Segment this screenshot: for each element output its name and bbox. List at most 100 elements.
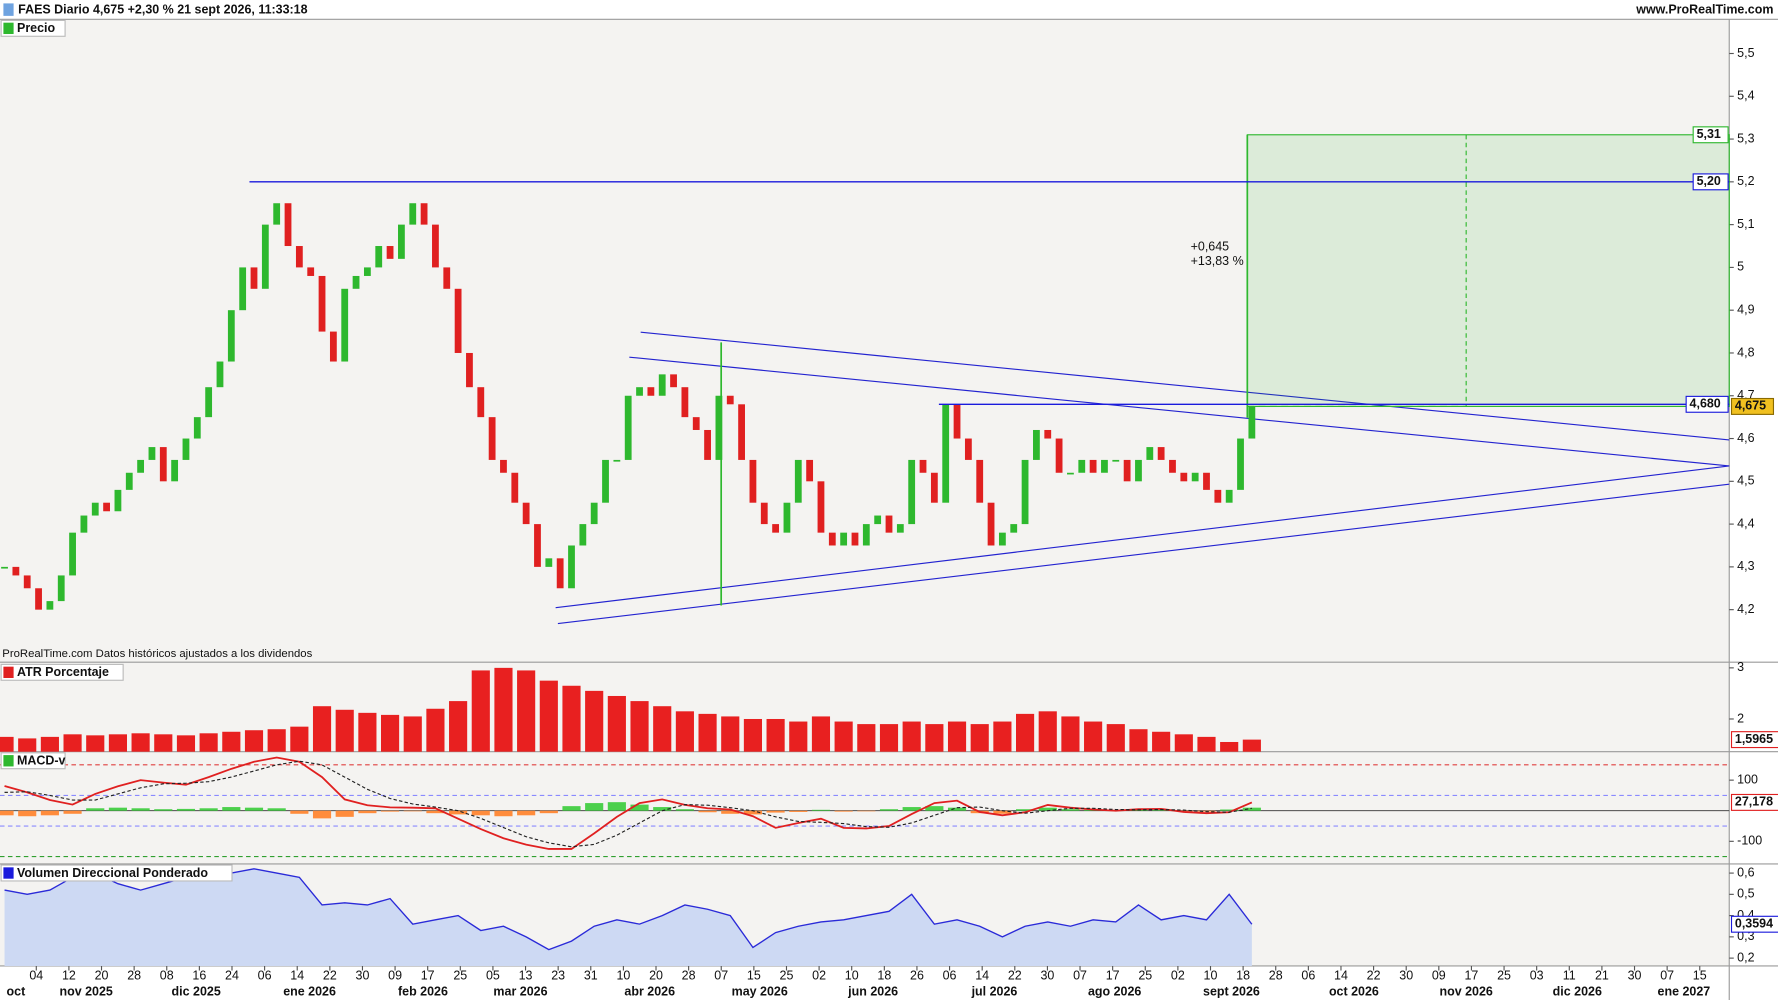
panel-title-icon [3,666,14,679]
candle [568,545,575,589]
candle [636,387,643,396]
histogram-bar [834,810,853,812]
bar [811,716,831,752]
histogram-bar [630,804,649,811]
header-title: FAES Diario 4,675 +2,30 % 21 sept 2026, … [18,3,307,17]
y-tick-label: 4,9 [1737,302,1754,316]
candle [953,404,961,439]
histogram-bar [789,810,808,812]
y-tick-label: 3 [1737,660,1744,674]
histogram-bar [811,809,831,811]
candle [760,502,768,525]
value-label: 4,675 [1735,399,1766,413]
panel-title-box [0,19,66,37]
candle [1157,447,1165,460]
candle [715,395,723,460]
histogram-bar [766,810,785,813]
candle [987,502,995,546]
histogram-bar [698,810,717,813]
y-tick-label: 5,1 [1737,217,1754,231]
value-box [1730,915,1778,933]
x-tick-label: 10 [616,968,630,982]
candle [522,502,530,525]
histogram-bar [222,807,241,811]
y-tick-label: -100 [1737,834,1762,848]
x-tick-label: 07 [1660,968,1674,982]
histogram-bar [154,809,173,811]
value-box [1692,173,1729,191]
x-tick-label: 28 [682,968,696,982]
candle [624,395,632,460]
histogram-bar [879,809,899,811]
month-label: oct 2026 [1329,984,1379,998]
bar [335,709,354,752]
y-tick-label: 5,4 [1737,89,1754,103]
bar [1197,736,1216,752]
candle [216,361,224,388]
x-tick-label: 22 [323,968,337,982]
candle [545,558,553,567]
x-tick-label: 08 [160,968,174,982]
bar [403,716,422,752]
x-tick-label: 25 [780,968,794,982]
candle [114,489,122,512]
histogram-bar [1174,810,1193,812]
candle [1101,459,1108,473]
panel-title: ATR Porcentaje [17,665,109,679]
x-tick-label: 06 [258,968,272,982]
candle [681,387,689,418]
candle [432,224,439,268]
histogram-bar [494,810,513,817]
bar [607,695,626,752]
y-tick-label: 5,2 [1737,174,1754,188]
histogram-bar [1061,809,1080,811]
x-tick-label: 02 [1171,968,1185,982]
x-tick-label: 20 [95,968,109,982]
candle [783,502,791,533]
candle [772,524,780,533]
header-site: www.ProRealTime.com [1635,3,1773,17]
x-tick-label: 25 [1497,968,1511,982]
candle [23,575,31,589]
month-label: abr 2026 [624,984,675,998]
month-label: nov 2025 [59,984,112,998]
candle [964,438,972,460]
value-label: 5,20 [1697,174,1721,188]
x-tick-label: 03 [1530,968,1544,982]
bar [0,736,14,752]
x-tick-label: 09 [388,968,402,982]
candle [46,601,54,610]
x-tick-label: 14 [290,968,304,982]
x-tick-label: 31 [584,968,598,982]
y-tick-label: 5,3 [1737,131,1754,145]
candle [103,502,110,512]
bar [1174,734,1193,752]
candle [125,472,133,490]
area-fill [4,868,1252,966]
candle [840,532,848,546]
candle [1180,472,1188,482]
bar [766,718,785,752]
candle [205,387,213,418]
histogram-bar [63,810,82,814]
histogram-bar [993,810,1012,814]
month-label: jun 2026 [847,984,898,998]
x-tick-label: 15 [747,968,761,982]
y-tick-label: 4,4 [1737,516,1754,530]
candle [91,502,99,516]
candle [420,203,428,225]
candle [12,566,20,576]
source-note: ProRealTime.com Datos históricos ajustad… [2,648,312,660]
candle [1078,459,1086,473]
bar [539,680,558,752]
bar [970,724,989,752]
x-tick-label: 05 [486,968,500,982]
x-tick-label: 18 [1236,968,1250,982]
bar [653,706,672,752]
value-box [1692,126,1729,144]
bar [176,735,196,752]
histogram-bar [925,806,944,811]
candle [828,532,836,546]
